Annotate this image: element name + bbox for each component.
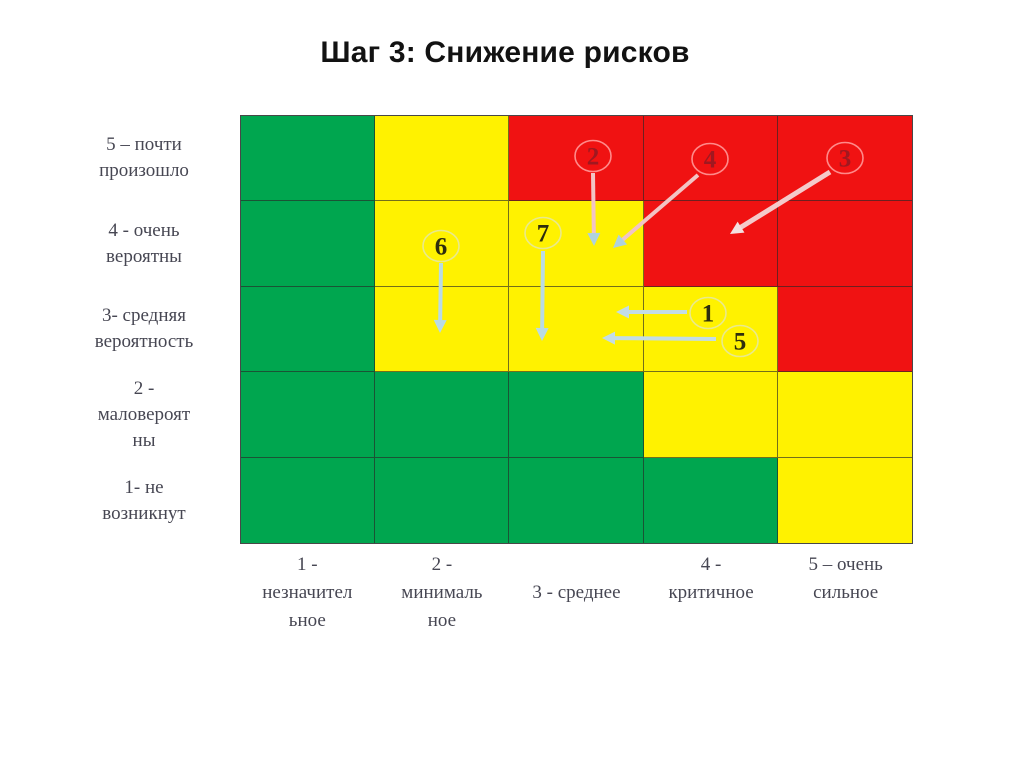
matrix-cell-p3-i1 <box>241 286 376 373</box>
matrix-cell-p4-i2 <box>375 201 510 287</box>
matrix-cell-p4-i5 <box>777 201 912 287</box>
matrix-cell-p3-i2 <box>375 286 510 373</box>
matrix-cell-p5-i3 <box>509 116 644 202</box>
matrix-cell-p1-i1 <box>241 457 376 543</box>
matrix-cell-p1-i5 <box>777 457 912 543</box>
y-axis-label-1: 4 - очень вероятны <box>106 219 182 267</box>
x-axis-label-1: 2 - минималь ное <box>401 554 483 631</box>
matrix-cell-p4-i3 <box>509 201 644 287</box>
matrix-cell-p3-i3 <box>509 286 644 373</box>
matrix-cell-p3-i5 <box>777 286 912 373</box>
y-axis-label-0: 5 – почти произошло <box>99 133 189 181</box>
matrix-cell-p4-i1 <box>241 201 376 287</box>
x-axis-labels: 1 - незначител ьное 2 - минималь ное 3 - средн… <box>240 551 913 635</box>
slide-title: Шаг 3: Снижение рисков <box>320 36 690 69</box>
matrix-cell-p4-i4 <box>643 201 778 287</box>
y-axis-label-3: 2 - маловероят ны <box>97 378 191 452</box>
matrix-cell-p5-i4 <box>643 116 778 202</box>
matrix-cell-p5-i5 <box>777 116 912 202</box>
x-axis-label-0: 1 - незначител ьное <box>262 554 353 631</box>
matrix-cell-p1-i3 <box>509 457 644 543</box>
y-axis-label-4: 1- не возникнут <box>102 477 186 525</box>
matrix-cell-p2-i1 <box>241 372 376 458</box>
matrix-cell-p3-i4 <box>643 286 778 373</box>
risk-matrix-grid <box>240 115 913 544</box>
matrix-cell-p2-i5 <box>777 372 912 458</box>
matrix-cell-p2-i4 <box>643 372 778 458</box>
y-axis-label-2: 3- средняя вероятность <box>94 305 194 353</box>
x-axis-label-3: 4 - критичное <box>668 554 754 603</box>
matrix-cell-p2-i2 <box>375 372 510 458</box>
y-axis-labels: 5 – почти произошло 4 - очень вероятны 3- ср… <box>52 115 236 544</box>
matrix-cell-p2-i3 <box>509 372 644 458</box>
matrix-cell-p1-i4 <box>643 457 778 543</box>
x-axis-label-2: 3 - среднее <box>532 582 621 603</box>
matrix-cell-p5-i1 <box>241 116 376 202</box>
matrix-cell-p5-i2 <box>375 116 510 202</box>
x-axis-label-4: 5 – очень сильное <box>808 554 883 603</box>
matrix-cell-p1-i2 <box>375 457 510 543</box>
